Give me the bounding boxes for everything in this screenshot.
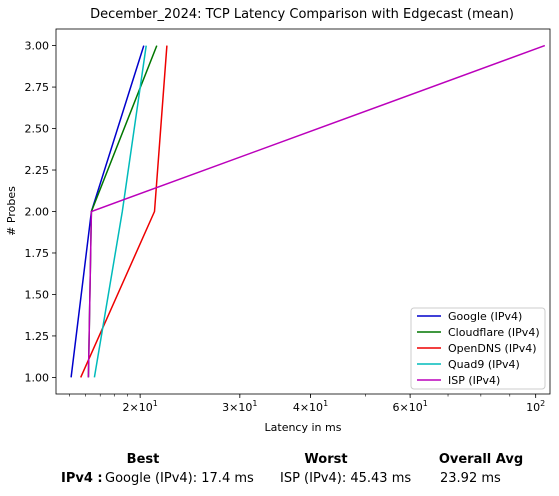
y-tick-label: 2.75 <box>25 81 50 94</box>
y-tick-label: 2.50 <box>25 123 50 136</box>
x-axis-label: Latency in ms <box>265 421 342 434</box>
latency-chart: December_2024: TCP Latency Comparison wi… <box>5 7 551 434</box>
overall-avg-value: 23.92 ms <box>440 471 501 486</box>
x-tick-label: 102 <box>526 399 545 414</box>
legend-label: Cloudflare (IPv4) <box>448 326 540 339</box>
worst-value: ISP (IPv4): 45.43 ms <box>280 471 412 486</box>
x-tick-label: 3×101 <box>222 399 257 414</box>
legend: Google (IPv4) Cloudflare (IPv4) OpenDNS (I… <box>410 307 546 390</box>
x-tick-label: 2×101 <box>123 399 158 414</box>
y-tick-label: 2.25 <box>25 164 50 177</box>
series-line-quad9-ipv4 <box>93 45 147 378</box>
worst-header: Worst <box>304 452 348 467</box>
y-axis: 1.00 1.25 1.50 1.75 2.00 2.25 2.50 2.75 3.00 <box>25 40 56 384</box>
chart-title: December_2024: TCP Latency Comparison wi… <box>90 7 514 22</box>
x-tick-label: 6×101 <box>392 399 427 414</box>
best-header: Best <box>126 452 160 467</box>
best-value: Google (IPv4): 17.4 ms <box>105 471 254 486</box>
series-line-isp-ipv4 <box>87 44 546 378</box>
y-tick-label: 3.00 <box>25 40 50 53</box>
legend-label: ISP (IPv4) <box>448 374 500 387</box>
ipv4-row-label: IPv4 : <box>61 471 103 486</box>
series-lines <box>70 44 546 378</box>
x-axis: 2×101 3×101 4×101 6×101 102 <box>69 394 545 414</box>
x-tick-label: 4×101 <box>293 399 328 414</box>
y-tick-label: 1.00 <box>25 371 50 384</box>
y-tick-label: 1.25 <box>25 330 50 343</box>
legend-label: OpenDNS (IPv4) <box>448 342 537 355</box>
y-tick-label: 1.50 <box>25 288 50 301</box>
overall-avg-header: Overall Avg <box>438 452 524 467</box>
legend-label: Google (IPv4) <box>448 310 522 323</box>
y-axis-label: # Probes <box>5 186 18 236</box>
y-tick-label: 1.75 <box>25 247 50 260</box>
legend-label: Quad9 (IPv4) <box>448 358 520 371</box>
series-line-opendns-ipv4 <box>80 45 168 378</box>
y-tick-label: 2.00 <box>25 206 50 219</box>
